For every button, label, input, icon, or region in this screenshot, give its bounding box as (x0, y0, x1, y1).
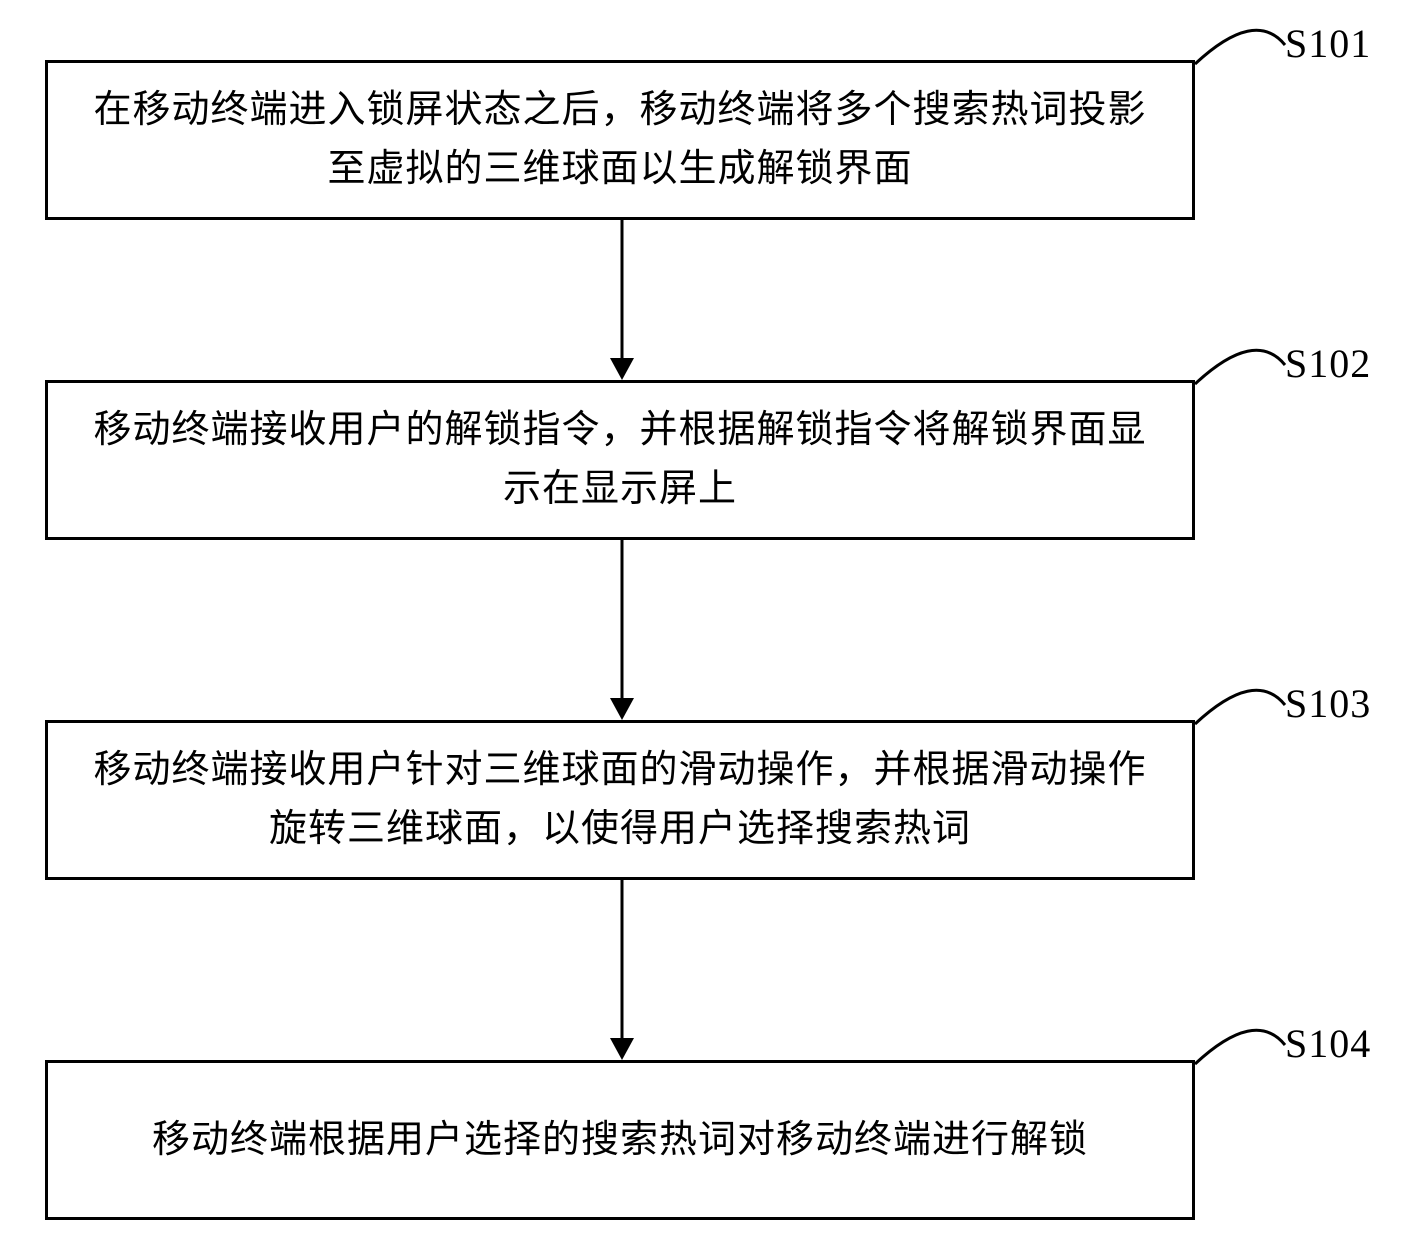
flow-step-text: 在移动终端进入锁屏状态之后，移动终端将多个搜索热词投影至虚拟的三维球面以生成解锁… (88, 81, 1152, 199)
flow-step-s103: 移动终端接收用户针对三维球面的滑动操作，并根据滑动操作旋转三维球面，以使得用户选… (45, 720, 1195, 880)
flow-arrow-2 (620, 540, 623, 720)
step-label-s103: S103 (1285, 680, 1371, 727)
flow-step-s101: 在移动终端进入锁屏状态之后，移动终端将多个搜索热词投影至虚拟的三维球面以生成解锁… (45, 60, 1195, 220)
step-label-s101: S101 (1285, 20, 1371, 67)
step-label-s102: S102 (1285, 340, 1371, 387)
flow-step-text: 移动终端根据用户选择的搜索热词对移动终端进行解锁 (152, 1111, 1088, 1170)
step-label-s104: S104 (1285, 1020, 1371, 1067)
flow-arrow-1 (620, 220, 623, 380)
flow-step-text: 移动终端接收用户针对三维球面的滑动操作，并根据滑动操作旋转三维球面，以使得用户选… (88, 741, 1152, 859)
flow-step-s102: 移动终端接收用户的解锁指令，并根据解锁指令将解锁界面显示在显示屏上 (45, 380, 1195, 540)
flow-step-text: 移动终端接收用户的解锁指令，并根据解锁指令将解锁界面显示在显示屏上 (88, 401, 1152, 519)
flow-arrow-3 (620, 880, 623, 1060)
flow-step-s104: 移动终端根据用户选择的搜索热词对移动终端进行解锁 (45, 1060, 1195, 1220)
